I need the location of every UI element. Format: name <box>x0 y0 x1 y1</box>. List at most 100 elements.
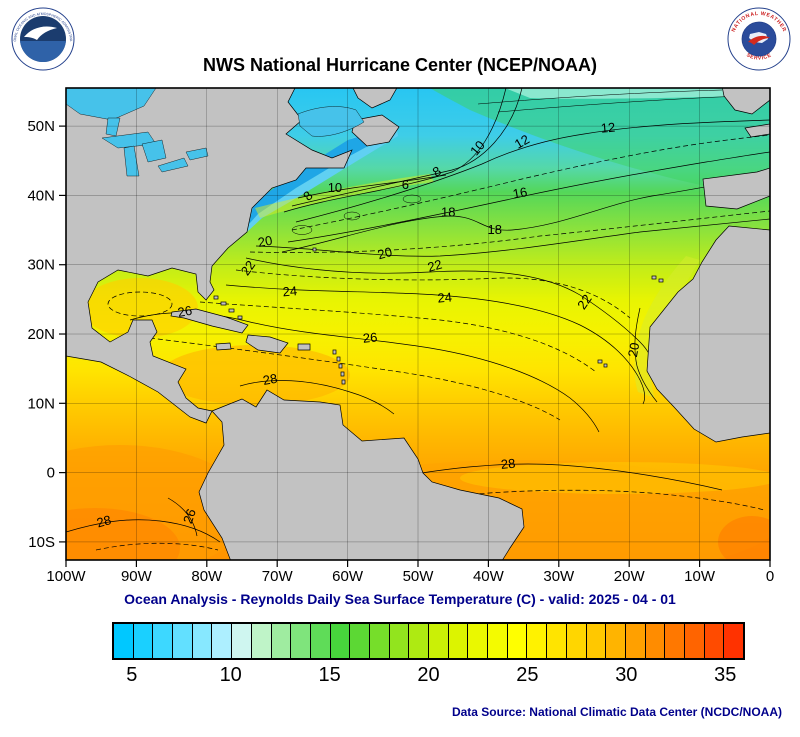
colorbar-tick-label: 10 <box>219 664 242 686</box>
land-hispaniola <box>245 334 289 354</box>
land-jamaica <box>215 342 232 351</box>
contour-label-text: 20 <box>376 244 394 262</box>
colorbar-cell <box>547 624 567 658</box>
contour-line <box>249 210 770 253</box>
nws-bird-icon <box>748 35 770 45</box>
page-title: NWS National Hurricane Center (NCEP/NOAA… <box>202 55 598 75</box>
contour-line <box>283 88 507 213</box>
land-british-isles <box>722 88 770 115</box>
lon-tick-label: 90W <box>121 568 153 585</box>
contour-label: 18 <box>441 205 455 220</box>
contour-label: 22 <box>238 258 259 278</box>
contour-line <box>297 174 447 199</box>
nws-logo: NATIONAL WEATHER SERVICE <box>727 7 791 71</box>
colorbar <box>112 622 745 660</box>
contour-line <box>66 519 221 543</box>
lon-tick-label: 70W <box>262 568 294 585</box>
colorbar-cell <box>330 624 351 658</box>
contour-label: 24 <box>437 289 453 305</box>
contour-eddy <box>107 291 173 317</box>
colorbar-cell <box>665 624 685 658</box>
contour-eddy <box>343 211 361 221</box>
colorbar-tick-label: 25 <box>516 664 539 686</box>
colorbar-cell <box>507 624 528 658</box>
contour-line <box>497 95 743 113</box>
land-south-america <box>198 389 525 560</box>
coastal-cold-core <box>249 126 394 224</box>
contour-label: 22 <box>574 292 595 312</box>
lat-tick-label: 20N <box>27 326 55 343</box>
contour-label-text: 26 <box>180 507 199 526</box>
colorbar-cell <box>173 624 193 658</box>
ne-atlantic-green <box>430 88 770 198</box>
land-antilles <box>338 363 343 369</box>
gulf-of-mexico-warm <box>82 278 198 338</box>
colorbar-cell <box>133 624 154 658</box>
colorbar-tick-label: 30 <box>615 664 638 686</box>
colorbar-cell <box>448 624 469 658</box>
contour-label-text: 26 <box>362 330 378 346</box>
lon-tick-label: 100W <box>46 568 86 585</box>
contour-label: 10 <box>328 180 342 195</box>
land-cape-verde <box>603 363 608 368</box>
noaa-logo: NATIONAL OCEANIC AND ATMOSPHERIC ADMINIS… <box>10 6 75 71</box>
lon-tick-label: 10W <box>684 568 716 585</box>
contour-label-text: 12 <box>512 132 532 152</box>
colorbar-tick-label: 35 <box>714 664 737 686</box>
contour-label: 20 <box>257 233 274 250</box>
land-bahamas <box>228 308 235 313</box>
contour-label-text: 12 <box>600 120 616 136</box>
colorbar-cell <box>645 624 666 658</box>
contour-label-text: 24 <box>437 289 453 305</box>
land-antilles <box>332 349 337 355</box>
contour-label-text: 26 <box>176 303 193 320</box>
colorbar-tick-label: 20 <box>417 664 440 686</box>
land-canary-islands <box>651 275 657 280</box>
colorbar-cell <box>389 624 410 658</box>
contour-line <box>225 284 646 405</box>
contour-line <box>477 89 723 105</box>
colorbar-cell <box>291 624 311 658</box>
contour-label: 28 <box>262 371 279 388</box>
lat-tick-label: 0 <box>47 465 55 482</box>
contour-label: 12 <box>512 132 532 152</box>
land-brittany <box>744 123 770 138</box>
land-newfoundland <box>351 114 400 147</box>
colorbar-cell <box>369 624 390 658</box>
contour-label-text: 20 <box>257 233 274 250</box>
contour-label-text: 22 <box>574 292 595 312</box>
lat-tick-label: 30N <box>27 257 55 274</box>
map-caption: Ocean Analysis - Reynolds Daily Sea Surf… <box>124 591 676 607</box>
lon-tick-label: 0 <box>766 568 774 585</box>
land-cuba <box>170 308 249 334</box>
contour-label-text: 20 <box>625 341 642 358</box>
contour-line <box>199 301 597 373</box>
contour-line <box>235 269 631 319</box>
contour-line <box>167 497 198 537</box>
colorbar-cell <box>251 624 272 658</box>
contour-label-text: 22 <box>426 257 444 275</box>
lon-tick-label: 30W <box>543 568 575 585</box>
contour-label-text: 22 <box>238 258 259 278</box>
land-cape-verde <box>597 359 603 364</box>
colorbar-tick-label: 15 <box>318 664 341 686</box>
contour-eddy <box>291 225 313 235</box>
guinea-warm-pool <box>718 516 770 560</box>
colorbar-cell <box>606 624 626 658</box>
contour-label: 28 <box>95 512 113 530</box>
contour-label-text: 16 <box>512 184 529 201</box>
lat-tick-label: 10N <box>27 395 55 412</box>
colorbar-cell <box>488 624 508 658</box>
colorbar-cell <box>409 624 429 658</box>
land-bahamas <box>220 301 227 306</box>
contour-label-text: 10 <box>328 180 342 195</box>
contour-line <box>291 134 770 231</box>
contour-line <box>634 307 658 403</box>
contour-line <box>287 151 770 243</box>
colorbar-cell <box>212 624 233 658</box>
gulf-stream-warm-streak <box>255 174 434 218</box>
lon-tick-label: 40W <box>473 568 505 585</box>
contour-label-text: 6 <box>402 177 409 192</box>
